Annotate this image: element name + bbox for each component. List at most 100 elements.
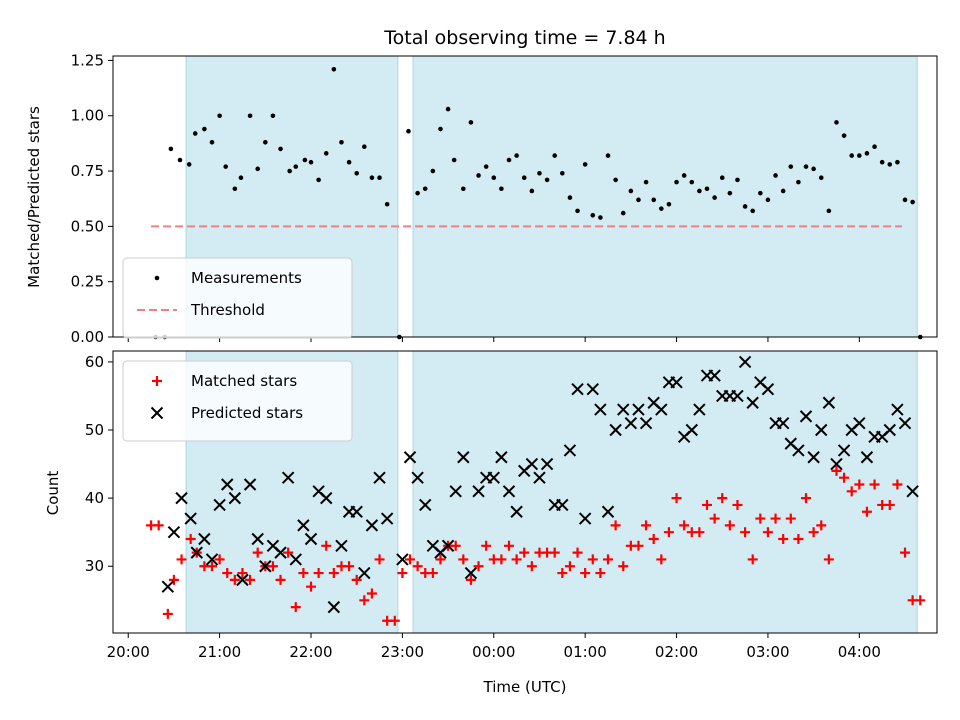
data-point: [883, 423, 896, 437]
data-point: [778, 534, 789, 544]
data-point: [281, 471, 295, 484]
data-point: [648, 534, 659, 544]
legend-box: [122, 360, 353, 442]
legend-label: Predicted stars: [191, 404, 303, 422]
data-point: [521, 175, 527, 180]
data-point: [344, 561, 355, 572]
data-point: [632, 403, 645, 416]
data-point: [796, 179, 801, 185]
data-point: [663, 527, 674, 538]
data-point: [496, 554, 507, 565]
data-point: [659, 206, 664, 211]
data-point: [263, 139, 268, 145]
data-point: [727, 190, 733, 196]
data-point: [892, 479, 903, 490]
data-point: [328, 568, 339, 579]
legend-swatch: [152, 376, 162, 386]
data-point: [708, 369, 721, 382]
data-point: [540, 457, 554, 471]
data-point: [380, 512, 394, 525]
data-point: [525, 457, 539, 471]
data-point: [807, 451, 820, 464]
data-point: [175, 491, 188, 505]
data-point: [666, 201, 672, 207]
legend-swatch: [154, 275, 160, 281]
data-point: [461, 186, 466, 192]
data-point: [613, 177, 618, 183]
data-point: [803, 164, 809, 169]
data-point: [327, 600, 341, 614]
data-point: [222, 568, 233, 579]
data-point: [746, 396, 759, 409]
data-point: [762, 527, 773, 538]
data-point: [854, 479, 865, 490]
data-point: [202, 126, 207, 132]
data-point: [860, 451, 874, 464]
data-point: [582, 162, 588, 167]
data-point: [761, 382, 775, 396]
data-point: [609, 423, 622, 437]
y-tick-label: 0.25: [71, 273, 104, 291]
data-point: [793, 534, 804, 544]
data-point: [184, 512, 197, 525]
data-point: [472, 485, 485, 498]
data-point: [435, 554, 446, 565]
data-point: [267, 561, 278, 572]
x-tick-label: 20:00: [107, 643, 150, 661]
data-point: [841, 133, 847, 138]
data-point: [773, 173, 778, 178]
data-point: [808, 527, 819, 538]
data-point: [556, 498, 569, 512]
data-point: [457, 451, 470, 464]
x-axis-label: Time (UTC): [483, 678, 567, 696]
data-point: [915, 595, 926, 606]
data-point: [857, 153, 862, 158]
data-point: [213, 498, 226, 512]
data-point: [719, 175, 725, 180]
data-point: [306, 581, 317, 592]
data-point: [586, 382, 599, 396]
data-point: [354, 170, 359, 176]
data-point: [898, 416, 912, 430]
data-point: [549, 547, 560, 558]
data-point: [578, 512, 592, 525]
data-point: [618, 561, 629, 572]
data-point: [252, 547, 263, 558]
data-point: [590, 213, 596, 218]
y-tick-label: 1.25: [71, 51, 104, 69]
data-point: [811, 166, 816, 172]
data-point: [872, 144, 877, 150]
data-point: [831, 465, 842, 476]
data-point: [526, 561, 537, 572]
data-point: [438, 126, 443, 132]
data-point: [366, 588, 377, 599]
data-point: [595, 568, 606, 579]
data-point: [670, 376, 683, 389]
data-point: [575, 208, 580, 214]
data-point: [697, 188, 702, 194]
top-y-axis-label: Matched/Predicted stars: [25, 106, 43, 288]
legend-swatch: [150, 406, 164, 420]
data-point: [331, 66, 337, 72]
data-point: [681, 173, 687, 178]
data-point: [906, 485, 919, 498]
data-point: [323, 151, 329, 156]
data-point: [270, 113, 276, 119]
legend-box: [122, 257, 353, 339]
data-point: [308, 159, 314, 165]
data-point: [403, 451, 417, 464]
data-point: [245, 574, 256, 585]
data-point: [519, 547, 530, 558]
data-point: [902, 197, 908, 203]
data-point: [161, 580, 175, 593]
x-tick-label: 22:00: [289, 643, 332, 661]
data-point: [564, 561, 575, 572]
data-point: [884, 499, 895, 510]
shaded-observing-span: [412, 350, 918, 634]
data-point: [396, 553, 409, 566]
data-point: [177, 157, 183, 163]
data-point: [633, 540, 644, 551]
data-point: [468, 120, 474, 125]
data-point: [483, 164, 489, 169]
data-point: [830, 457, 843, 471]
